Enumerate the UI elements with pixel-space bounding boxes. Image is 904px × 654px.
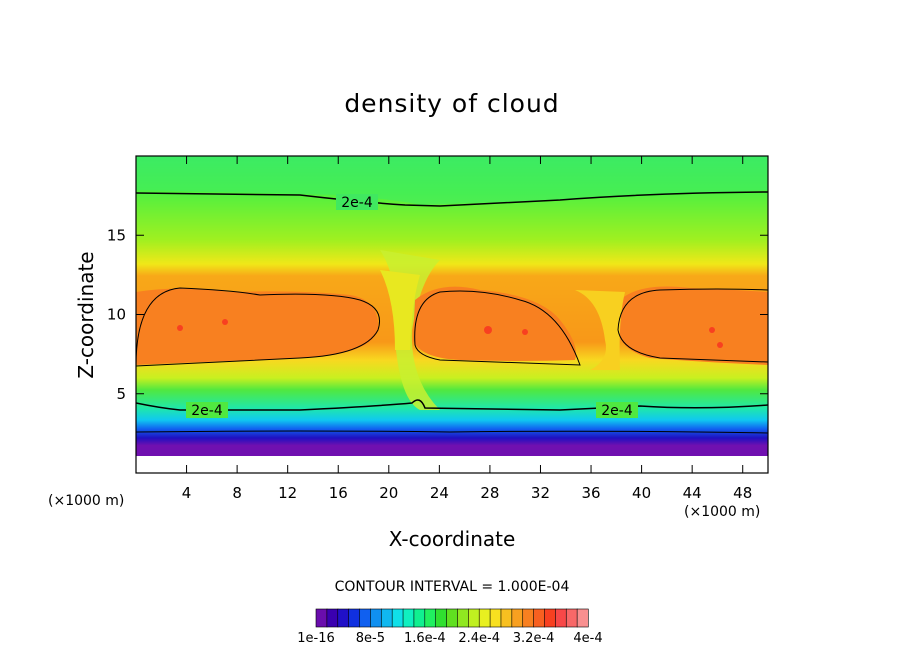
contour-center-blob: [414, 290, 581, 366]
red-speck: [717, 342, 723, 348]
colorbar: [315, 608, 589, 628]
contour-label-lower-right: 2e-4: [601, 403, 633, 419]
yellow-gap-2: [575, 290, 625, 370]
x-tick-label: 48: [733, 484, 752, 502]
colorbar-swatch: [489, 608, 502, 628]
x-tick-label: 20: [379, 484, 398, 502]
y-axis-label: Z-coordinate: [74, 251, 98, 378]
red-speck: [222, 319, 228, 325]
x-tick-label: 32: [531, 484, 550, 502]
x-unit-left: (×1000 m): [48, 493, 124, 509]
colorbar-swatch: [348, 608, 361, 628]
colorbar-swatch: [533, 608, 546, 628]
x-tick-label: 28: [480, 484, 499, 502]
colorbar-swatch: [478, 608, 491, 628]
colorbar-tick-label: 2.4e-4: [458, 631, 500, 646]
red-speck: [709, 327, 715, 333]
x-tick-label: 16: [329, 484, 348, 502]
orange-region-center: [413, 286, 576, 361]
upper-green-band: [136, 156, 768, 205]
colorbar-tick-label: 8e-5: [356, 631, 385, 646]
x-tick-label: 8: [232, 484, 242, 502]
x-axis-ticks: 4 8 12 16 20 24 28 32 36 40 44 48: [182, 156, 752, 502]
colorbar-swatch: [522, 608, 535, 628]
colorbar-labels: 1e-16 8e-5 1.6e-4 2.4e-4 3.2e-4 4e-4: [297, 631, 602, 646]
contour-right-blob: [617, 288, 768, 363]
colorbar-tick-label: 1.6e-4: [404, 631, 446, 646]
orange-region-left: [136, 288, 379, 365]
contour-label-group: 2e-4 2e-4 2e-4: [186, 194, 638, 419]
x-tick-label: 40: [632, 484, 651, 502]
colorbar-swatch: [500, 608, 513, 628]
colorbar-swatch: [391, 608, 404, 628]
colorbar-swatch: [457, 608, 469, 628]
colorbar-tick-label: 4e-4: [573, 631, 602, 646]
colorbar-swatch: [576, 608, 589, 628]
colorbar-swatch: [359, 608, 371, 628]
x-tick-label: 24: [430, 484, 449, 502]
colorbar-swatch: [468, 608, 480, 628]
chart-title: density of cloud: [344, 89, 559, 118]
y-tick-label: 10: [107, 306, 126, 324]
red-speck: [484, 326, 492, 334]
contour-label-lower-left: 2e-4: [191, 403, 223, 419]
contour-interval: CONTOUR INTERVAL = 1.000E-04: [335, 579, 570, 595]
contour-lower: [136, 399, 768, 411]
colorbar-swatch: [424, 608, 437, 628]
colorbar-tick-label: 3.2e-4: [513, 631, 555, 646]
colorbar-swatch: [544, 608, 556, 628]
contour-left-blob: [136, 287, 380, 367]
x-tick-label: 12: [278, 484, 297, 502]
orange-region-right: [618, 286, 768, 365]
colorbar-swatch: [315, 608, 328, 628]
contour-label-upper: 2e-4: [341, 195, 373, 211]
x-tick-label: 44: [683, 484, 702, 502]
x-axis-label: X-coordinate: [389, 527, 516, 551]
colorbar-swatch: [380, 608, 393, 628]
x-tick-label: 4: [182, 484, 192, 502]
colorbar-swatch: [565, 608, 578, 628]
colorbar-swatch: [511, 608, 524, 628]
y-axis-ticks: 5 10 15: [107, 226, 768, 403]
colorbar-swatch: [370, 608, 382, 628]
y-tick-label: 15: [107, 226, 126, 244]
density-field: [136, 156, 768, 473]
colorbar-swatch: [435, 608, 448, 628]
colorbar-tick-label: 1e-16: [297, 631, 335, 646]
colorbar-swatch: [326, 608, 339, 628]
contour-bottom: [136, 430, 768, 434]
yellow-gap-1: [380, 270, 420, 350]
x-tick-label: 36: [581, 484, 600, 502]
colorbar-swatch: [413, 608, 426, 628]
red-speck: [522, 329, 528, 335]
colorbar-swatch: [446, 608, 459, 628]
red-speck: [177, 325, 183, 331]
y-tick-label: 5: [116, 385, 126, 403]
colorbar-swatch: [555, 608, 567, 628]
colorbar-swatch: [337, 608, 350, 628]
x-unit-right: (×1000 m): [684, 504, 760, 520]
colorbar-swatch: [402, 608, 415, 628]
